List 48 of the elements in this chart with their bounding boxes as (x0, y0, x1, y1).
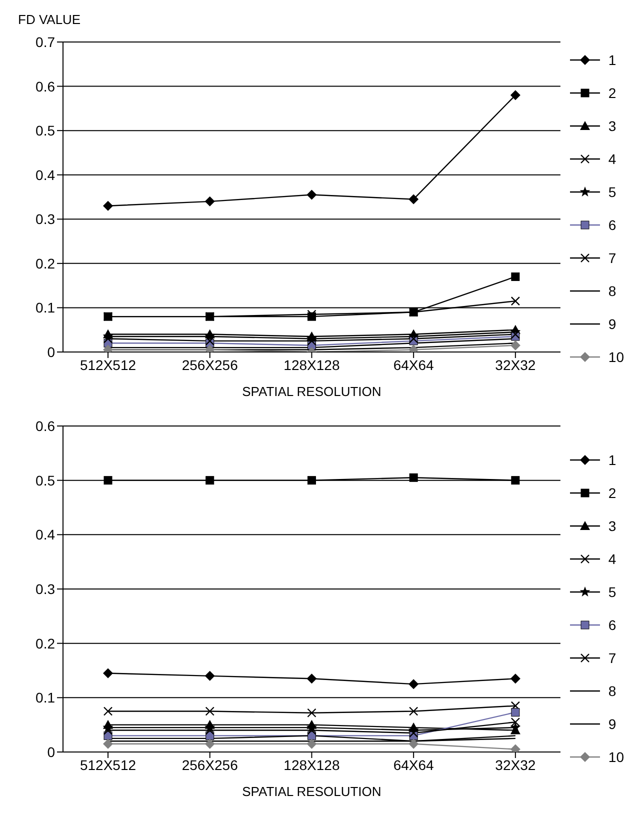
y-tick-label: 0 (47, 344, 56, 360)
y-tick-label: 0.4 (36, 526, 56, 543)
legend-label: 10 (608, 348, 624, 364)
legend-label: 5 (608, 584, 616, 600)
y-tick-label: 0 (47, 744, 56, 760)
x-tick-label: 64X64 (393, 356, 434, 373)
legend-label: 10 (608, 748, 624, 764)
x-tick-label: 256X256 (182, 356, 238, 373)
y-tick-label: 0.5 (36, 472, 56, 488)
legend-label: 4 (608, 550, 616, 566)
legend-label: 1 (608, 52, 616, 68)
x-tick-label: 512X512 (80, 356, 136, 373)
x-tick-label: 512X512 (80, 756, 136, 773)
legend-label: 8 (608, 282, 616, 298)
y-tick-label: 0.5 (36, 122, 56, 139)
x-tick-label: 64X64 (393, 756, 434, 773)
legend-label: 1 (608, 452, 616, 468)
legend-label: 2 (608, 84, 616, 100)
x-axis-title: SPATIAL RESOLUTION (242, 384, 382, 399)
legend-label: 2 (608, 484, 616, 500)
y-tick-label: 0.3 (36, 580, 56, 597)
y-tick-label: 0.4 (36, 166, 56, 183)
x-tick-label: 32X32 (495, 356, 536, 373)
y-tick-label: 0.2 (36, 635, 56, 652)
legend-label: 3 (608, 118, 616, 134)
legend-label: 6 (608, 216, 616, 232)
y-tick-label: 0.3 (36, 211, 56, 228)
x-tick-label: 128X128 (284, 756, 340, 773)
legend-label: 5 (608, 184, 616, 200)
x-axis-title: SPATIAL RESOLUTION (242, 784, 382, 799)
y-tick-label: 0.1 (36, 690, 56, 706)
legend-label: 6 (608, 616, 616, 632)
x-tick-label: 256X256 (182, 756, 238, 773)
legend-label: 8 (608, 682, 616, 698)
y-tick-label: 0.6 (36, 418, 56, 434)
legend-label: 4 (608, 150, 616, 166)
legend-label: 9 (608, 316, 616, 332)
y-tick-label: 0.7 (36, 34, 56, 50)
y-axis-title: FD VALUE (18, 12, 81, 27)
legend-label: 9 (608, 716, 616, 732)
y-tick-label: 0.2 (36, 255, 56, 272)
x-tick-label: 128X128 (284, 356, 340, 373)
legend-label: 7 (608, 250, 616, 266)
legend-label: 7 (608, 650, 616, 666)
y-tick-label: 0.6 (36, 78, 56, 94)
legend-label: 3 (608, 518, 616, 534)
y-tick-label: 0.1 (36, 300, 56, 316)
x-tick-label: 32X32 (495, 756, 536, 773)
